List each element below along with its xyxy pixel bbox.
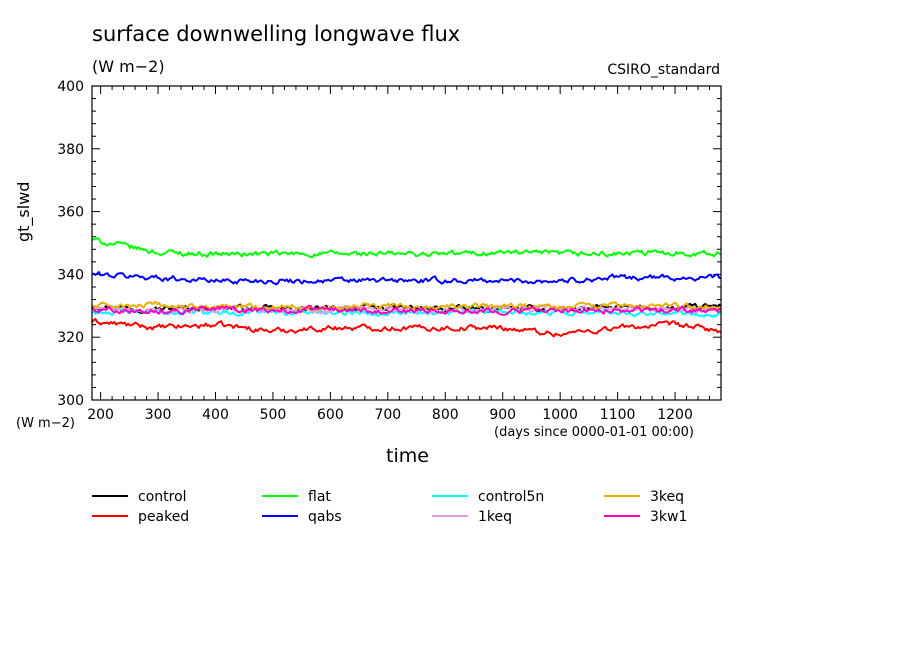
series-line-qabs [91, 271, 722, 286]
legend-label-qabs: qabs [308, 509, 342, 525]
y-tick-label: 300 [57, 393, 84, 409]
legend-label-control: control [138, 489, 187, 505]
axis-ticks [92, 85, 722, 401]
x-tick-label: 1100 [600, 407, 636, 423]
y-tick-label: 380 [57, 142, 84, 158]
x-tick-label: 200 [87, 407, 114, 423]
x-axis-label: time [386, 445, 429, 467]
x-tick-label: 1000 [542, 407, 578, 423]
plot-frame [91, 85, 722, 401]
y-axis-units: (W m−2) [16, 416, 75, 431]
chart-subtitle-units: (W m−2) [92, 57, 165, 76]
series-line-flat [91, 237, 722, 259]
legend: control peaked flat qabs control5n 1keq 3keq 3k… [92, 489, 687, 525]
y-tick-label: 340 [57, 267, 84, 283]
series-line-3keq [91, 300, 722, 312]
x-axis-units: (days since 0000-01-01 00:00) [494, 425, 695, 440]
legend-label-1keq: 1keq [478, 509, 512, 525]
legend-label-3keq: 3keq [650, 489, 684, 505]
series-line-3kw1 [91, 304, 722, 316]
series-line-peaked [91, 318, 722, 338]
y-tick-label: 320 [57, 330, 84, 346]
y-tick-label: 360 [57, 205, 84, 221]
y-tick-label: 400 [57, 79, 84, 95]
x-tick-label: 500 [260, 407, 287, 423]
x-tick-label: 1200 [657, 407, 693, 423]
x-tick-label: 400 [202, 407, 229, 423]
series-lines [91, 237, 722, 338]
tick-labels: 200 300 400 500 600 700 800 900 1000 1100 12003003… [57, 79, 693, 423]
legend-label-control5n: control5n [478, 489, 544, 505]
source-label: CSIRO_standard [607, 62, 720, 78]
x-tick-label: 900 [489, 407, 516, 423]
x-tick-label: 300 [145, 407, 172, 423]
x-tick-label: 800 [432, 407, 459, 423]
legend-label-peaked: peaked [138, 509, 189, 525]
legend-label-3kw1: 3kw1 [650, 509, 687, 525]
x-tick-label: 600 [317, 407, 344, 423]
legend-label-flat: flat [308, 489, 331, 505]
x-tick-label: 700 [374, 407, 401, 423]
chart-title: surface downwelling longwave flux [92, 22, 461, 46]
